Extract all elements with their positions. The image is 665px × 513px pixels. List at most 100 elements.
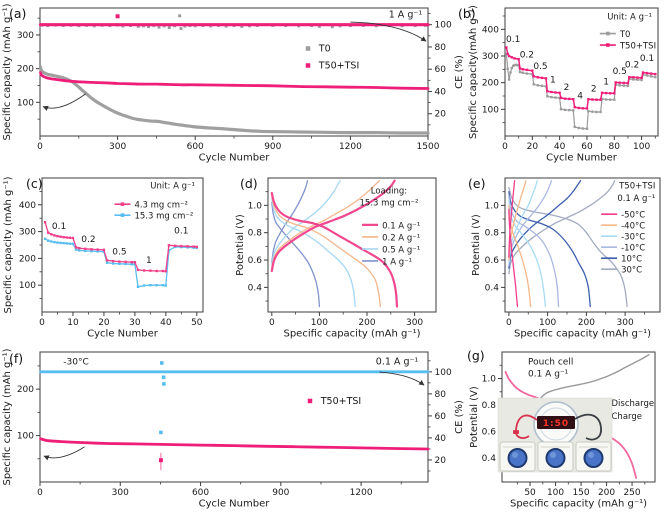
led-display bbox=[537, 416, 575, 429]
svg-text:50: 50 bbox=[191, 318, 203, 328]
e-annotation: T50+TSI bbox=[618, 182, 655, 192]
svg-text:4.3 mg cm⁻²: 4.3 mg cm⁻² bbox=[134, 201, 187, 211]
g-annotation: 0.1 A g⁻¹ bbox=[528, 370, 569, 380]
series-b-t50 bbox=[505, 46, 657, 110]
svg-text:200: 200 bbox=[19, 254, 36, 264]
svg-text:0: 0 bbox=[502, 142, 508, 152]
series-e-m40C-chg bbox=[508, 180, 527, 261]
a-x-axis: 0 300 600 900 1200 1500 Cycle Number bbox=[37, 136, 440, 164]
panel-label-g: (g) bbox=[467, 348, 485, 363]
svg-text:100: 100 bbox=[633, 142, 650, 152]
svg-text:900: 900 bbox=[272, 488, 289, 498]
f-pointer-arrow bbox=[43, 446, 85, 461]
f-annotation: 0.1 A g⁻¹ bbox=[376, 356, 419, 367]
a-x-label: Cycle Number bbox=[199, 153, 271, 164]
svg-text:200: 200 bbox=[17, 385, 34, 395]
legend-f: T50+TSI bbox=[307, 396, 361, 407]
b-rate-label: 2 bbox=[564, 83, 570, 93]
series-d-01-chg bbox=[270, 179, 396, 273]
plot-frame-d bbox=[267, 177, 437, 313]
c-x-label: Cycle Number bbox=[87, 329, 159, 340]
pouch-cell-window bbox=[507, 448, 528, 468]
svg-text:300: 300 bbox=[109, 142, 126, 152]
a-annotation: 1 A g⁻¹ bbox=[389, 10, 423, 21]
b-annotation: Unit: A g⁻¹ bbox=[607, 13, 652, 23]
svg-text:300: 300 bbox=[19, 228, 36, 238]
svg-text:300: 300 bbox=[406, 318, 423, 328]
a-pointer-arrow bbox=[42, 93, 87, 111]
svg-text:1200: 1200 bbox=[350, 488, 373, 498]
black-wire bbox=[574, 413, 602, 441]
svg-text:600: 600 bbox=[192, 488, 209, 498]
svg-text:0.8: 0.8 bbox=[482, 401, 497, 411]
f-y2-axis: 20 40 60 80 100 CE (%) bbox=[428, 360, 465, 472]
svg-text:-40°C: -40°C bbox=[621, 222, 645, 232]
svg-text:40: 40 bbox=[160, 318, 172, 328]
svg-text:100: 100 bbox=[17, 98, 34, 108]
svg-text:T0: T0 bbox=[318, 44, 331, 55]
b-y-label: Specific capacity(mAh g⁻¹) bbox=[468, 5, 479, 139]
plot-frame-e bbox=[504, 177, 661, 313]
panel-f: 0 300 600 900 1200 Cycle Number 100 200 Specific… bbox=[2, 348, 465, 509]
panel-label-d: (d) bbox=[240, 176, 258, 191]
svg-text:60: 60 bbox=[435, 412, 447, 422]
g-x-label: Specific capacity (mAh g⁻¹) bbox=[510, 499, 647, 510]
series-f-ce-outliers bbox=[159, 361, 166, 435]
a-pointer-arrow bbox=[350, 21, 427, 42]
a-y2-label: CE (%) bbox=[454, 55, 465, 89]
svg-text:200: 200 bbox=[578, 318, 595, 328]
c-y-label: Specific capacity (mAh g⁻¹) bbox=[3, 176, 14, 313]
svg-text:600: 600 bbox=[187, 142, 204, 152]
svg-text:200: 200 bbox=[482, 79, 499, 89]
svg-text:0.8: 0.8 bbox=[485, 229, 500, 239]
svg-text:40: 40 bbox=[435, 87, 447, 97]
svg-text:0.8: 0.8 bbox=[248, 229, 263, 239]
legend-e: -50°C-40°C-30°C-10°C10°C30°C bbox=[601, 211, 645, 276]
panel-label-e: (e) bbox=[468, 176, 485, 191]
d-annotation: 15.3 mg cm⁻² bbox=[360, 198, 419, 208]
svg-text:15.3 mg cm⁻²: 15.3 mg cm⁻² bbox=[134, 212, 193, 222]
svg-text:30: 30 bbox=[129, 318, 141, 328]
series-e-30C-chg bbox=[508, 180, 616, 275]
series-d-05-dis bbox=[271, 197, 356, 308]
series-e-m50C-chg bbox=[508, 180, 516, 258]
panel-label-b: (b) bbox=[458, 6, 476, 21]
svg-text:40: 40 bbox=[435, 434, 447, 444]
b-x-axis: 0 20 40 60 80 100 Cycle Number bbox=[502, 136, 656, 164]
svg-text:250: 250 bbox=[623, 488, 640, 498]
b-rate-label: 0.5 bbox=[613, 67, 627, 77]
svg-text:1500: 1500 bbox=[417, 142, 440, 152]
pouch-cell-photo: 1:50 bbox=[497, 397, 613, 473]
svg-text:80: 80 bbox=[435, 43, 447, 53]
svg-text:300: 300 bbox=[17, 31, 34, 41]
c-rate-label: 0.1 bbox=[174, 227, 188, 237]
b-rate-label: 1 bbox=[603, 77, 609, 87]
b-rate-label: 4 bbox=[577, 92, 583, 102]
svg-text:0.6: 0.6 bbox=[482, 428, 497, 438]
svg-text:0.6: 0.6 bbox=[248, 256, 263, 266]
svg-text:100: 100 bbox=[539, 318, 556, 328]
svg-text:0.6: 0.6 bbox=[485, 256, 500, 266]
svg-text:100: 100 bbox=[482, 105, 499, 115]
svg-text:100: 100 bbox=[19, 281, 36, 291]
svg-text:T0: T0 bbox=[619, 30, 631, 40]
svg-text:-50°C: -50°C bbox=[621, 211, 645, 221]
svg-text:0.4: 0.4 bbox=[248, 283, 263, 293]
c-y-axis: 100 200 300 400 Specific capacity (mAh g⁻¹) bbox=[3, 176, 42, 314]
plot-frame-f bbox=[39, 351, 429, 483]
series-d-01-dis bbox=[270, 191, 399, 308]
f-pointer-arrow bbox=[379, 371, 425, 386]
svg-text:20: 20 bbox=[527, 142, 539, 152]
panel-label-c: (c) bbox=[26, 176, 43, 191]
svg-text:20: 20 bbox=[435, 456, 447, 466]
e-annotation: 0.1 A g⁻¹ bbox=[617, 194, 655, 204]
panel-label-a: (a) bbox=[9, 6, 26, 21]
svg-text:50: 50 bbox=[524, 488, 536, 498]
